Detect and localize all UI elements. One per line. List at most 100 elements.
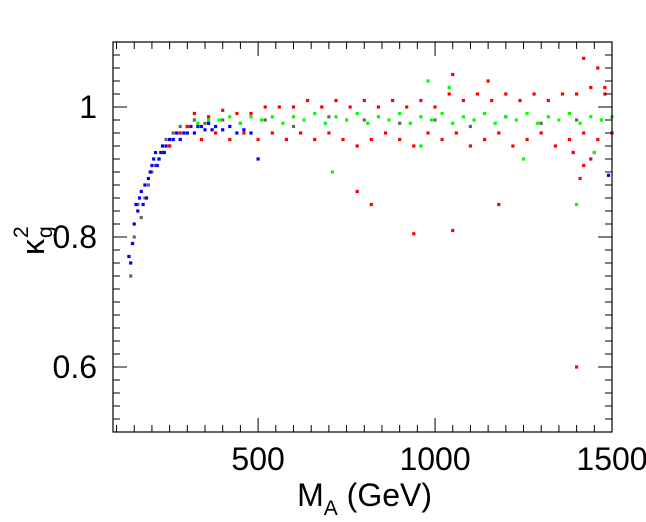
point-red — [518, 98, 522, 103]
svg-text:2: 2 — [10, 226, 33, 238]
point-green — [313, 111, 317, 116]
point-red — [433, 105, 437, 109]
point-green — [592, 150, 596, 155]
svg-text:κ: κ — [15, 238, 51, 255]
point-red — [249, 111, 253, 116]
point-green — [323, 121, 327, 125]
point-blue — [214, 124, 218, 129]
point-green — [249, 115, 253, 119]
point-red — [578, 176, 582, 181]
point-green — [398, 111, 402, 116]
point-grey — [203, 121, 207, 125]
point-blue — [148, 170, 152, 174]
point-green — [567, 111, 572, 116]
point-grey — [192, 118, 196, 122]
point-green — [387, 118, 391, 122]
point-red — [447, 92, 451, 96]
point-red — [299, 131, 303, 135]
point-blue — [132, 222, 136, 226]
point-red — [532, 92, 536, 96]
point-red — [327, 131, 331, 135]
point-red — [291, 105, 296, 109]
point-red — [270, 131, 274, 135]
point-grey — [143, 196, 147, 200]
point-green — [440, 111, 444, 116]
point-red — [235, 111, 239, 116]
point-grey — [150, 170, 154, 174]
point-grey — [171, 131, 175, 135]
point-green — [578, 121, 582, 125]
svg-text:g: g — [34, 226, 57, 238]
point-grey — [160, 150, 165, 155]
point-red — [546, 98, 550, 103]
point-blue — [129, 261, 133, 265]
y-tick-label: 1 — [79, 89, 97, 125]
point-grey — [575, 118, 579, 122]
point-red — [454, 131, 458, 135]
point-red — [525, 137, 529, 142]
point-red — [405, 105, 409, 109]
point-blue — [145, 196, 149, 200]
point-red — [575, 92, 579, 96]
point-red — [419, 98, 423, 103]
point-green — [419, 115, 423, 119]
point-green — [330, 170, 334, 174]
point-green — [451, 121, 455, 125]
point-red — [497, 202, 501, 207]
point-green — [426, 79, 430, 83]
y-tick-label: 0.8 — [53, 219, 97, 255]
point-green — [504, 115, 508, 119]
point-blue — [210, 128, 214, 132]
point-red — [221, 108, 225, 112]
point-grey — [327, 115, 331, 119]
point-red — [440, 137, 444, 142]
point-grey — [291, 124, 296, 129]
point-red — [582, 163, 586, 168]
point-green — [196, 121, 200, 125]
point-green — [345, 118, 349, 122]
point-red — [582, 131, 586, 135]
point-red — [596, 137, 600, 142]
x-axis-title: MA (GeV) — [297, 477, 432, 520]
point-green — [472, 118, 476, 122]
point-blue — [141, 202, 145, 207]
point-green — [493, 121, 497, 125]
point-grey — [136, 202, 140, 207]
point-green — [334, 115, 338, 119]
point-grey — [178, 124, 182, 129]
point-red — [468, 144, 472, 148]
point-red — [369, 202, 373, 207]
point-grey — [539, 121, 543, 125]
point-red — [603, 85, 607, 90]
point-blue — [159, 150, 163, 155]
point-green — [376, 115, 380, 119]
point-green — [514, 118, 518, 122]
point-blue — [134, 202, 138, 207]
point-grey — [468, 124, 472, 129]
point-blue — [171, 137, 175, 142]
point-red — [306, 98, 310, 103]
point-green — [599, 118, 603, 122]
point-red — [185, 124, 189, 129]
point-green — [447, 85, 451, 90]
point-red — [511, 144, 515, 148]
point-blue — [150, 163, 154, 168]
point-grey — [132, 235, 136, 239]
point-green — [461, 115, 465, 119]
point-blue — [139, 189, 143, 194]
point-red — [486, 79, 490, 83]
point-red — [214, 131, 218, 135]
point-green — [419, 144, 423, 148]
point-red — [483, 137, 487, 142]
point-red — [451, 72, 455, 77]
point-red — [398, 137, 402, 142]
point-green — [557, 118, 561, 122]
point-green — [589, 115, 593, 119]
point-blue — [235, 131, 239, 135]
point-grey — [146, 183, 150, 187]
point-red — [490, 98, 494, 103]
data-points — [127, 56, 614, 369]
point-green — [575, 202, 579, 207]
point-blue — [199, 124, 204, 129]
